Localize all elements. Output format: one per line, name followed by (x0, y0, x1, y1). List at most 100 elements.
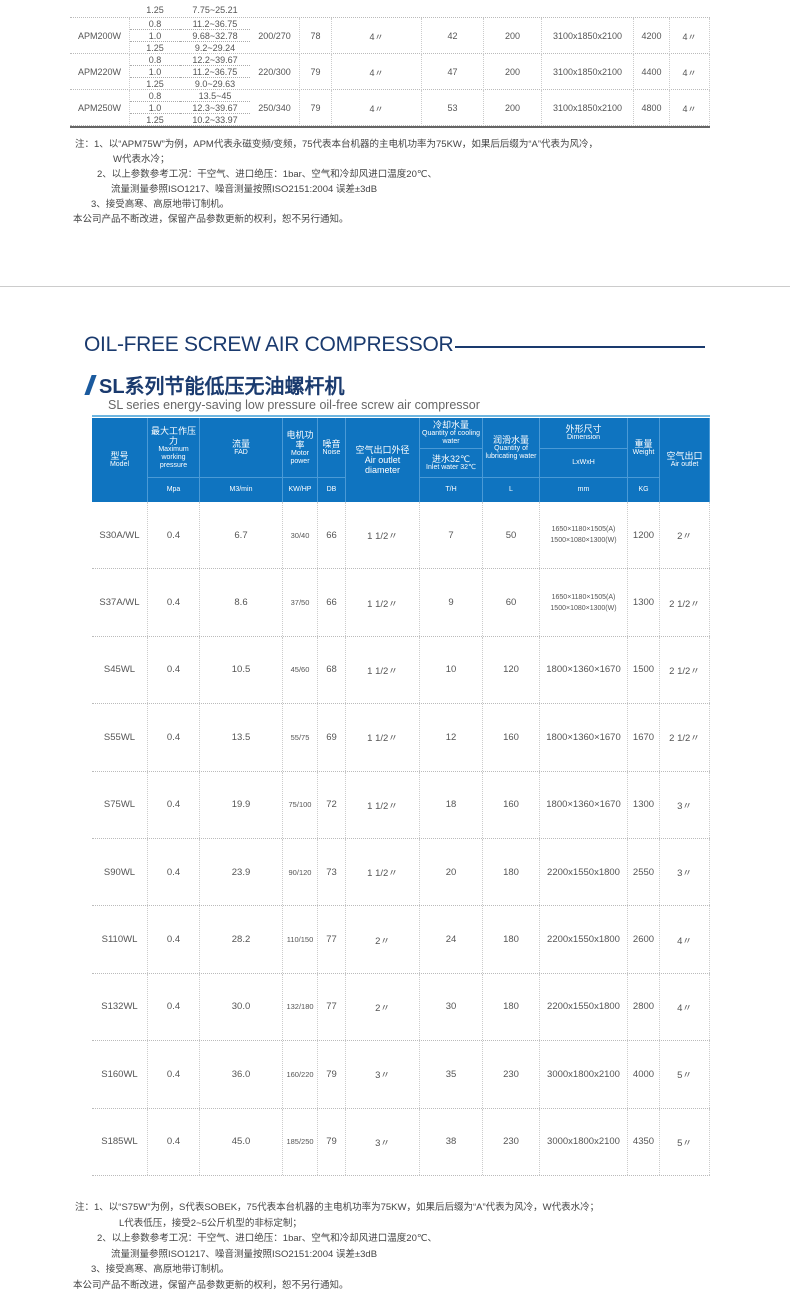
dim-cell: 2200x1550x1800 (540, 906, 628, 973)
power-label: Motor power (290, 449, 310, 465)
dim-label: 外形尺寸 (565, 424, 602, 434)
fad-cell: 10.5 (200, 636, 283, 704)
cn-title: SL系列节能低压无油螺杆机 (84, 370, 345, 399)
weight-cell: 1670 (628, 704, 660, 771)
dim-cell: 3100x1850x2100 (542, 18, 634, 54)
power-cell: 220/300 (250, 54, 300, 90)
pressure-cell: 0.4 (148, 704, 200, 771)
outlet-label: 空气出口 (666, 451, 703, 461)
pressure-cell: 1.0 (130, 66, 180, 78)
top-spec-table: 1.25 7.75~25.21 APM200W 200/270 78 4〃 42 200 310… (70, 0, 710, 126)
weight-cell: 2600 (628, 906, 660, 973)
pressure-cell: 0.8 (130, 18, 180, 30)
header-dim: 外形尺寸 Dimension (540, 418, 628, 448)
note-line: 2、以上参数参考工况：干空气、进口绝压：1bar、空气和冷却风进口温度20℃、 (97, 169, 438, 180)
bottom-notes: 注：1、以“S75W”为例，S代表SOBEK，75代表本台机器的主电机功率为75… (73, 1200, 600, 1293)
dim-cell: 3100x1850x2100 (542, 54, 634, 90)
header-pressure: 最大工作压力 Maximum working pressure (148, 418, 200, 477)
dim-cell: 1650×1180×1505(A) 1500×1080×1300(W) (540, 502, 628, 569)
pressure-cell: 0.4 (148, 838, 200, 906)
lub-cell: 180 (483, 838, 540, 906)
outlet-dia-cell: 2〃 (346, 973, 420, 1041)
fad-cell: 6.7 (200, 502, 283, 569)
outlet-cell: 4〃 (670, 90, 710, 126)
note-line: 本公司产品不断改进，保留产品参数更新的权利，恕不另行通知。 (73, 214, 349, 225)
note-line: 注：1、以“S75W”为例，S代表SOBEK，75代表本台机器的主电机功率为75… (75, 1202, 600, 1213)
noise-cell: 79 (300, 90, 332, 126)
pressure-label: Maximum working pressure (158, 445, 189, 469)
dim-label: mm (577, 486, 590, 493)
model-cell: S30A/WL (92, 502, 148, 569)
cooling-label: 冷却水量 (432, 420, 469, 430)
table-row: S37A/WL 0.4 8.6 37/50 66 1 1/2〃 9 60 1650×1180×1… (92, 569, 710, 637)
pressure-cell: 1.25 (146, 43, 164, 53)
noise-cell: 66 (318, 502, 346, 569)
model-cell: S45WL (92, 636, 148, 704)
fad-cell: 13.5~45 (180, 90, 250, 102)
header-pressure: Mpa (148, 477, 200, 502)
lub-cell: 200 (484, 18, 542, 54)
weight-cell: 2550 (628, 838, 660, 906)
weight-cell: 2800 (628, 973, 660, 1041)
power-cell: 250/340 (250, 90, 300, 126)
fad-cell: 23.9 (200, 838, 283, 906)
power-cell: 75/100 (283, 771, 318, 838)
outlet-cell: 2 1/2〃 (660, 569, 710, 636)
dim-cell: 1800×1360×1670 (540, 636, 628, 704)
slash-mark-icon (84, 374, 97, 395)
power-cell: 55/75 (283, 704, 318, 771)
lub-cell: 60 (483, 569, 540, 636)
table-header: 型号 Model 最大工作压力 Maximum working pressure Mpa… (92, 418, 710, 502)
weight-label: Weight (632, 448, 655, 456)
fad-cell: 9.0~29.63 (194, 79, 236, 89)
outlet-cell: 2 1/2〃 (660, 704, 710, 771)
noise-cell: 79 (318, 1108, 346, 1175)
pressure-cell: 0.4 (148, 1108, 200, 1175)
top-notes: 注：1、以“APM75W”为例，APM代表永磁变频/变频，75代表本台机器的主电… (73, 137, 598, 227)
table-row: S30A/WL 0.4 6.7 30/40 66 1 1/2〃 7 50 1650×1180×1… (92, 502, 710, 570)
outlet-dia-label: Air outlet diameter (364, 455, 401, 475)
pressure-cell: 0.4 (148, 636, 200, 704)
lub-label: L (509, 486, 513, 493)
weight-cell: 4400 (634, 54, 670, 90)
table-row: APM220W 220/300 79 4〃 47 200 3100x1850x2100 440… (70, 54, 710, 90)
power-cell: 90/120 (283, 838, 318, 906)
pressure-cell: 1.25 (146, 5, 164, 15)
lub-cell: 50 (483, 502, 540, 569)
model-cell: S185WL (92, 1108, 148, 1175)
note-line: 2、以上参数参考工况：干空气、进口绝压：1bar、空气和冷却风进口温度20℃、 (97, 1233, 438, 1244)
outlet-cell: 4〃 (670, 18, 710, 54)
outlet-dia-cell: 2〃 (346, 906, 420, 973)
table-row-partial: 1.25 7.75~25.21 (70, 0, 710, 18)
fad-cell: 36.0 (200, 1041, 283, 1108)
noise-cell: 66 (318, 569, 346, 636)
lub-cell: 160 (483, 704, 540, 771)
fad-cell: 7.75~25.21 (192, 5, 238, 15)
noise-label: Noise (322, 448, 341, 456)
model-cell: APM250W (70, 90, 130, 126)
fad-label: FAD (234, 448, 248, 456)
dim-cell: 3000x1800x2100 (540, 1041, 628, 1108)
noise-cell: 73 (318, 838, 346, 906)
table-row: S75WL 0.4 19.9 75/100 72 1 1/2〃 18 160 1800×1360… (92, 771, 710, 839)
noise-cell: 77 (318, 906, 346, 973)
fad-cell: 13.5 (200, 704, 283, 771)
noise-label: 噪音 (322, 438, 341, 449)
pressure-cell: 1.25 (146, 115, 164, 125)
table-row: S90WL 0.4 23.9 90/120 73 1 1/2〃 20 180 2200x1550… (92, 838, 710, 907)
en-subtitle: SL series energy-saving low pressure oil… (108, 398, 480, 412)
outlet-dia-cell: 1 1/2〃 (346, 771, 420, 838)
dim-cell: 1800×1360×1670 (540, 771, 628, 838)
outlet-label: Air outlet (670, 461, 699, 468)
cooling-label: T/H (445, 486, 457, 493)
outlet-cell: 3〃 (660, 838, 710, 906)
header-power: 电机功率 Motor power (283, 418, 318, 477)
dim-label: LxWxH (572, 459, 595, 466)
outlet-dia-cell: 1 1/2〃 (346, 502, 420, 569)
note-line: 流量测量参照ISO1217、噪音测量按照ISO2151:2004 误差±3dB (111, 1248, 378, 1260)
header-lub: L (483, 477, 540, 502)
table-row: S110WL 0.4 28.2 110/150 77 2〃 24 180 2200x1550x1… (92, 906, 710, 974)
power-label: KW/HP (288, 486, 312, 493)
lub-cell: 160 (483, 771, 540, 838)
header-noise: DB (318, 477, 346, 502)
